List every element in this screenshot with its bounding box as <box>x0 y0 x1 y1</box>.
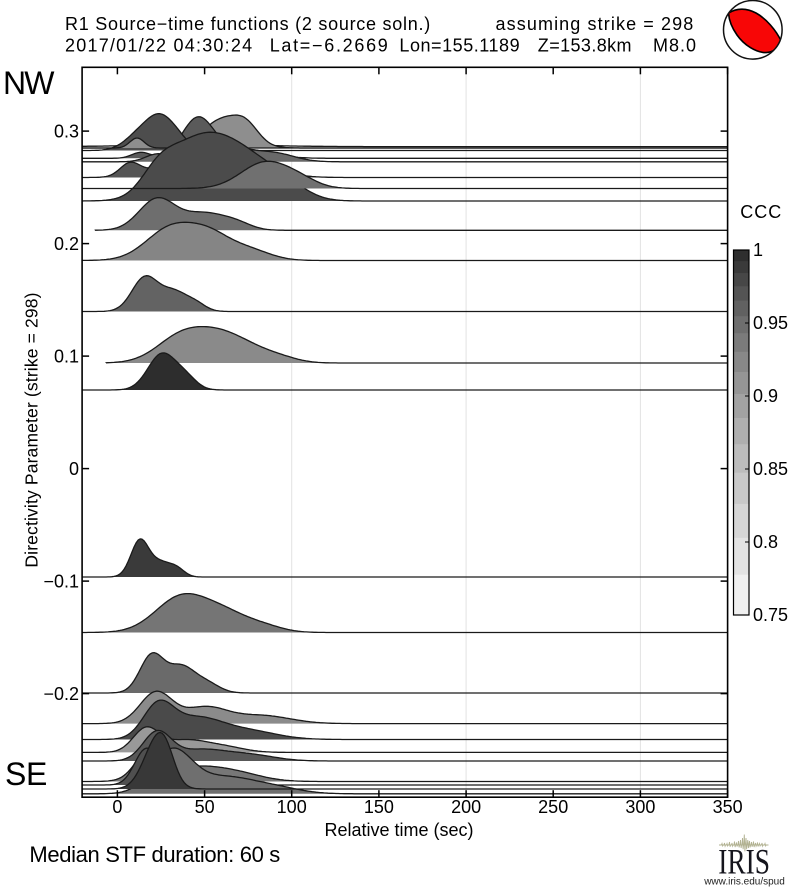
svg-text:Lat=−6.2669: Lat=−6.2669 <box>270 36 390 56</box>
svg-text:R1 Source−time functions (2 so: R1 Source−time functions (2 source soln.… <box>65 14 431 34</box>
svg-text:350: 350 <box>713 797 743 817</box>
svg-text:NW: NW <box>3 65 55 101</box>
svg-text:Directivity Parameter (strike: Directivity Parameter (strike = 298) <box>22 292 42 567</box>
svg-text:2017/01/22 04:30:24: 2017/01/22 04:30:24 <box>65 36 253 56</box>
svg-text:0.9: 0.9 <box>753 386 778 406</box>
svg-text:0.85: 0.85 <box>753 459 788 479</box>
svg-text:IRIS: IRIS <box>718 842 770 882</box>
svg-text:150: 150 <box>364 797 394 817</box>
svg-text:0.1: 0.1 <box>54 347 79 367</box>
svg-text:0.2: 0.2 <box>54 234 79 254</box>
svg-text:0.3: 0.3 <box>54 122 79 142</box>
svg-text:0: 0 <box>112 797 122 817</box>
svg-text:Z=153.8km: Z=153.8km <box>538 36 632 56</box>
svg-text:0.8: 0.8 <box>753 532 778 552</box>
svg-text:1: 1 <box>753 240 763 260</box>
svg-text:assuming strike = 298: assuming strike = 298 <box>496 14 695 34</box>
svg-text:0: 0 <box>69 459 79 479</box>
svg-text:Lon=155.1189: Lon=155.1189 <box>399 36 520 56</box>
svg-text:Relative time (sec): Relative time (sec) <box>324 820 473 840</box>
svg-text:CCC: CCC <box>740 202 782 222</box>
svg-text:50: 50 <box>195 797 215 817</box>
svg-text:100: 100 <box>277 797 307 817</box>
svg-text:Median STF duration: 60 s: Median STF duration: 60 s <box>29 842 280 867</box>
svg-text:www.iris.edu/spud: www.iris.edu/spud <box>703 877 785 887</box>
svg-text:0.75: 0.75 <box>753 605 788 625</box>
svg-text:200: 200 <box>451 797 481 817</box>
svg-text:300: 300 <box>625 797 655 817</box>
svg-text:250: 250 <box>538 797 568 817</box>
svg-text:M8.0: M8.0 <box>653 36 697 56</box>
svg-text:SE: SE <box>5 756 47 792</box>
svg-text:0.95: 0.95 <box>753 313 788 333</box>
svg-text:−0.1: −0.1 <box>43 572 79 592</box>
svg-text:−0.2: −0.2 <box>43 684 79 704</box>
